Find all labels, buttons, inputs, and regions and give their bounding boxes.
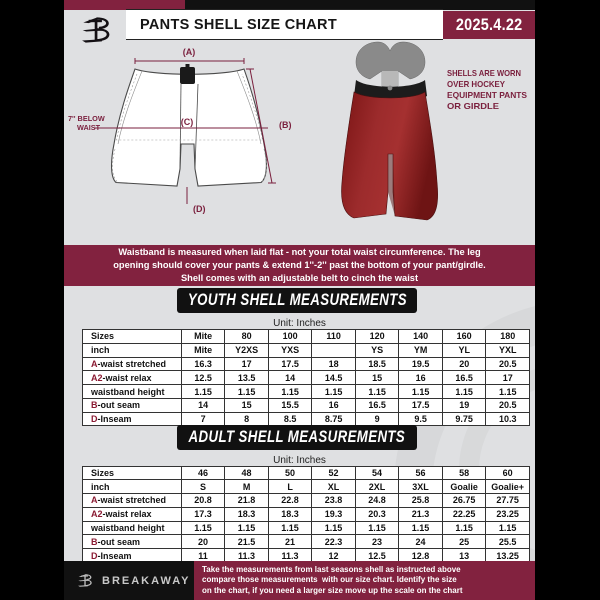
svg-text:(C): (C) bbox=[181, 117, 194, 127]
svg-text:WAIST: WAIST bbox=[77, 123, 101, 132]
svg-text:SHELLS ARE WORN: SHELLS ARE WORN bbox=[447, 69, 521, 78]
svg-text:OR GIRDLE: OR GIRDLE bbox=[447, 102, 500, 111]
svg-text:(D): (D) bbox=[193, 204, 206, 214]
svg-text:(A): (A) bbox=[183, 47, 196, 57]
svg-text:(B): (B) bbox=[279, 120, 292, 130]
svg-text:EQUIPMENT PANTS: EQUIPMENT PANTS bbox=[447, 91, 528, 100]
svg-text:7'' BELOW: 7'' BELOW bbox=[68, 114, 105, 123]
svg-text:OVER HOCKEY: OVER HOCKEY bbox=[447, 80, 506, 89]
